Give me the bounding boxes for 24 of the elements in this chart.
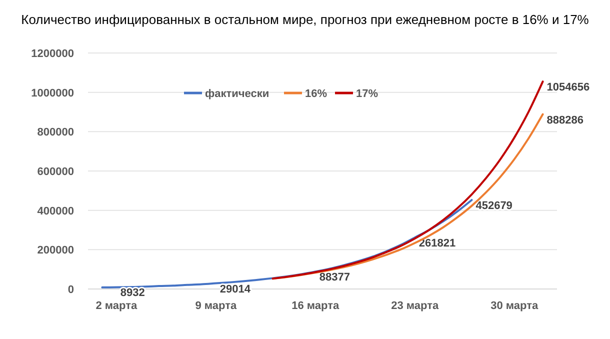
data-label: 261821 xyxy=(418,238,456,250)
y-tick-label: 800000 xyxy=(37,126,74,139)
data-label: 88377 xyxy=(319,272,350,284)
data-label: 29014 xyxy=(220,283,252,296)
x-tick-label: 2 марта xyxy=(96,300,138,312)
legend-label: фактически xyxy=(205,88,270,100)
data-label: 1054656 xyxy=(546,82,590,94)
data-label: 888286 xyxy=(546,114,584,126)
line-series xyxy=(272,80,544,280)
legend-label: 17% xyxy=(356,88,378,100)
chart-title: Количество инфицированных в остальном мире, прогноз при ежедневном росте в 16% и 17% xyxy=(21,12,590,27)
data-label: 452679 xyxy=(476,200,512,212)
y-tick-label: 0 xyxy=(68,284,74,296)
x-tick-label: 16 марта xyxy=(292,300,340,312)
x-tick-label: 23 марта xyxy=(391,300,440,312)
legend-label: 16% xyxy=(305,88,328,100)
y-tick-label: 600000 xyxy=(37,166,74,178)
data-label: 8932 xyxy=(120,287,145,300)
x-tick-label: 9 марта xyxy=(195,300,238,312)
y-tick-label: 400000 xyxy=(37,205,74,218)
y-tick-label: 200000 xyxy=(37,244,74,257)
y-tick-label: 1200000 xyxy=(31,48,74,60)
x-tick-label: 30 марта xyxy=(490,300,539,312)
y-tick-label: 1000000 xyxy=(31,87,74,100)
